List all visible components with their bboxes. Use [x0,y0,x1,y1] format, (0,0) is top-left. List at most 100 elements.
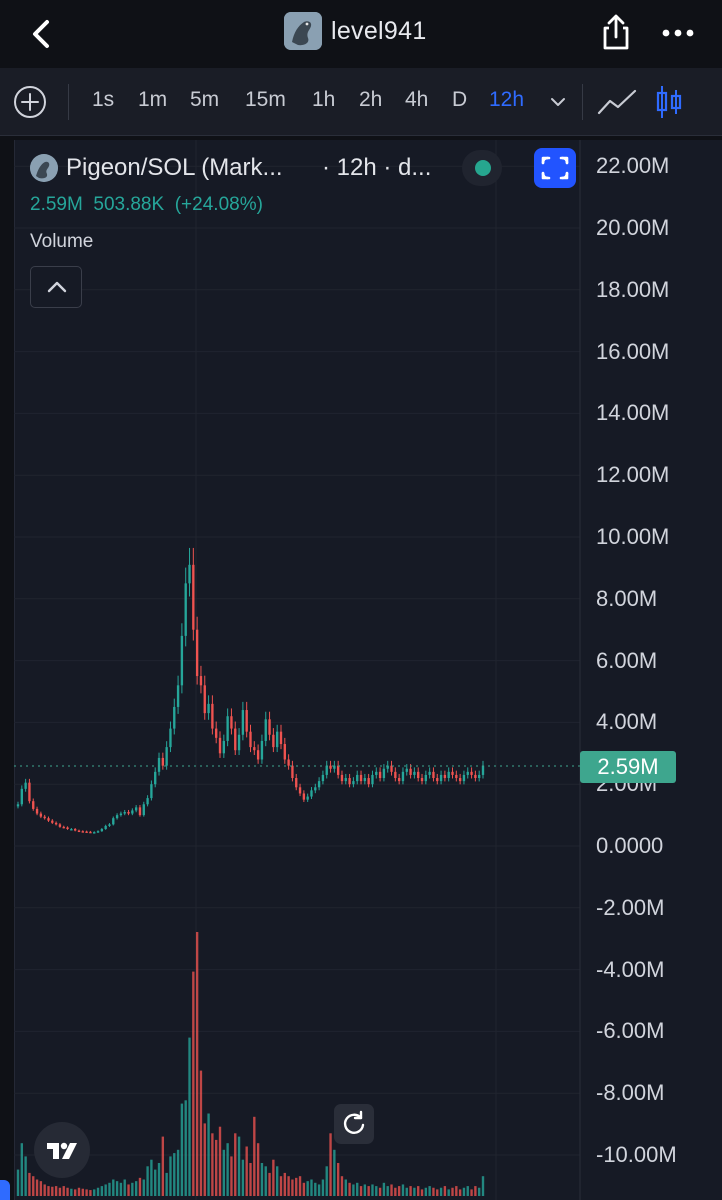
y-axis-tick-label: 12.00M [596,462,670,488]
avatar[interactable] [284,12,322,50]
share-icon[interactable] [596,12,636,52]
candle-body [35,808,39,814]
volume-bar [184,1100,187,1196]
candle-body [275,731,279,748]
interval-1m[interactable]: 1m [138,88,168,111]
volume-bar [146,1166,149,1196]
volume-bar [295,1177,298,1196]
candle-body [215,728,218,738]
volume-bar [192,971,195,1196]
candlestick-icon[interactable] [654,84,684,120]
chevron-down-icon[interactable] [548,92,568,112]
volume-bar [405,1187,408,1196]
chart-panel[interactable] [14,140,722,1200]
candle-body [268,719,271,735]
volume-bar [279,1176,283,1196]
candle-body [115,815,119,819]
plus-circle-icon[interactable] [12,84,48,120]
ellipsis-icon[interactable] [658,16,698,50]
candle-body [333,765,336,769]
volume-bar [458,1189,462,1196]
volume-bar [180,1103,184,1196]
volume-bar [131,1182,134,1196]
volume-bar [401,1184,405,1196]
interval-d[interactable]: D [452,88,468,111]
pigeon-icon [284,12,322,50]
interval-5m[interactable]: 5m [190,88,220,111]
candle-body [344,778,347,782]
candle-body [481,765,485,775]
candle-body [317,781,321,788]
candle-body [417,771,420,779]
chevron-up-icon [47,281,67,293]
interval-12h[interactable]: 12h [489,88,525,111]
y-axis-tick-label: 6.00M [596,647,658,673]
volume-bar [298,1176,302,1196]
volume-bar [77,1187,81,1196]
candle-body [73,829,77,831]
candle-body [195,629,199,677]
candle-body [119,813,123,816]
tradingview-logo[interactable] [34,1122,90,1178]
interval-2h[interactable]: 2h [359,88,383,111]
market-status[interactable] [462,150,502,186]
volume-bar [70,1188,73,1196]
volume-bar [356,1182,359,1196]
volume-bar [104,1184,107,1196]
interval-15m[interactable]: 15m [245,88,286,111]
y-axis-tick-label: 8.00M [596,585,658,611]
volume-bar [317,1184,321,1196]
candle-body [325,765,328,775]
volume-bar [409,1186,412,1196]
interval-toolbar: 1s 1m 5m 15m 1h 2h 4h D 12h [0,68,722,136]
indicator-label-volume[interactable]: Volume [30,231,94,252]
volume-bar [203,1123,206,1196]
volume-bar [481,1176,485,1196]
interval-1s[interactable]: 1s [92,88,115,111]
candle-body [123,812,126,814]
candle-body [81,831,84,833]
candle-body [348,778,351,785]
interval-4h[interactable]: 4h [405,88,429,111]
candle-body [420,778,424,782]
fullscreen-button[interactable] [534,148,576,188]
volume-bar [28,1172,31,1196]
interval-1h[interactable]: 1h [312,88,336,111]
candle-body [85,831,88,833]
volume-bar [436,1189,439,1196]
candle-body [47,818,50,821]
volume-bar [314,1182,317,1196]
volume-bar [207,1113,210,1196]
chevron-left-icon[interactable] [22,14,62,54]
line-chart-icon[interactable] [596,86,638,118]
volume-bar [123,1179,126,1196]
reset-chart-button[interactable] [334,1104,374,1144]
candle-body [20,788,23,805]
collapse-legend-button[interactable] [30,266,82,308]
volume-bar [310,1179,313,1196]
volume-bar [478,1187,481,1196]
volume-bar [264,1166,267,1196]
volume-bar [134,1181,138,1196]
volume-bar [382,1182,386,1196]
candle-body [150,784,153,799]
volume-bar [237,1136,241,1196]
volume-bar [256,1143,260,1196]
candle-body [96,831,100,833]
volume-bar [455,1186,458,1196]
symbol-meta[interactable]: · 12h · d... [322,154,432,181]
volume-bar [234,1133,237,1196]
y-axis-tick-label: 16.00M [596,338,670,364]
volume-bar [161,1136,165,1196]
top-bar: level941 [0,0,722,68]
volume-bar [215,1139,218,1196]
symbol-name[interactable]: Pigeon/SOL (Mark... [66,154,283,181]
candle-body [234,728,237,751]
volume-bar [424,1187,428,1196]
volume-bar [39,1181,43,1196]
volume-bar [253,1116,256,1196]
volume-bar [466,1186,469,1196]
candle-body [146,798,149,805]
candle-body [336,765,340,775]
